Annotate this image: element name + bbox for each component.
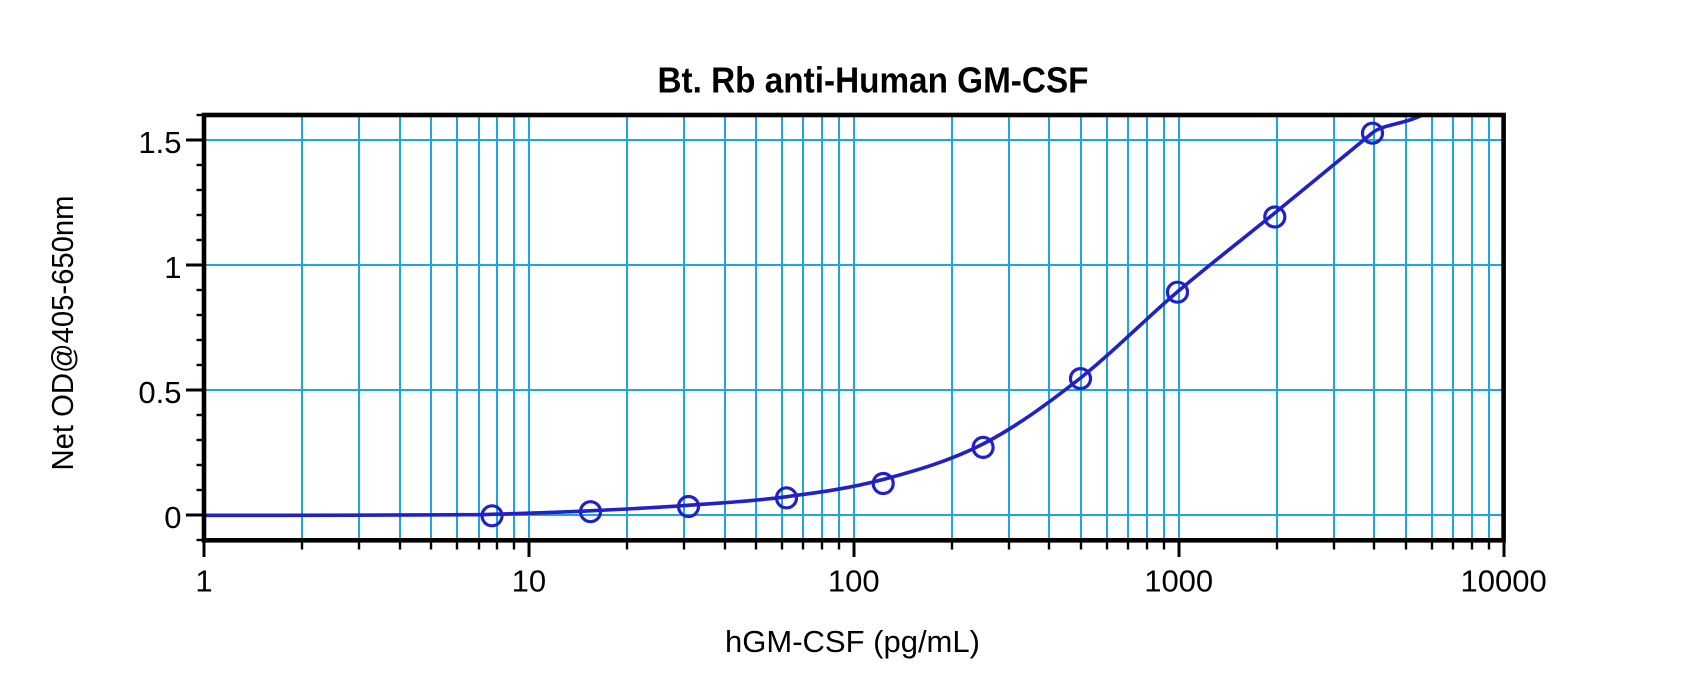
svg-text:Net OD@405-650nm: Net OD@405-650nm (45, 196, 80, 471)
svg-text:10: 10 (512, 564, 546, 599)
svg-text:1.5: 1.5 (138, 125, 181, 160)
svg-text:Bt. Rb anti-Human GM-CSF: Bt. Rb anti-Human GM-CSF (658, 60, 1089, 101)
svg-text:1: 1 (164, 250, 181, 285)
svg-text:0: 0 (164, 500, 181, 535)
svg-text:hGM-CSF (pg/mL): hGM-CSF (pg/mL) (725, 624, 980, 659)
svg-text:10000: 10000 (1460, 564, 1546, 599)
svg-text:0.5: 0.5 (138, 375, 181, 410)
svg-text:1: 1 (195, 564, 212, 599)
svg-text:1000: 1000 (1144, 564, 1213, 599)
svg-text:100: 100 (828, 564, 880, 599)
